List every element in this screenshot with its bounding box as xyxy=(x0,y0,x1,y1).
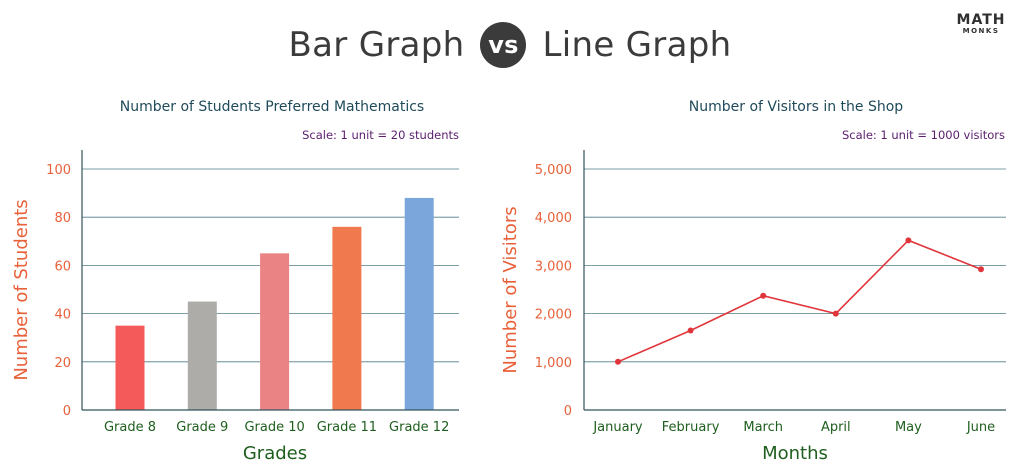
line-point xyxy=(687,327,694,334)
line-point xyxy=(905,237,912,244)
line-x-tick-label: January xyxy=(592,420,643,435)
line-x-tick-label: June xyxy=(966,420,995,435)
line-chart-y-ticks: 0 1,000 2,000 3,000 4,000 5,000 xyxy=(535,163,572,419)
bar-chart-bars xyxy=(115,197,434,410)
bar-y-tick-label: 80 xyxy=(54,211,71,226)
line-chart-x-axis-label: Months xyxy=(762,443,828,464)
line-y-tick-label: 0 xyxy=(564,404,572,419)
bar-chart-x-axis-label: Grades xyxy=(243,443,307,464)
line-chart-y-axis-label: Number of Visitors xyxy=(500,206,521,373)
vs-badge: vs xyxy=(480,22,527,68)
bar-chart-y-axis-label: Number of Students xyxy=(11,199,32,380)
bar-y-tick-label: 60 xyxy=(54,259,71,274)
line-x-tick-label: March xyxy=(743,420,783,435)
line-chart-title: Number of Visitors in the Shop xyxy=(689,99,903,115)
line-point xyxy=(760,292,767,299)
bar-x-tick-label: Grade 12 xyxy=(389,420,449,435)
bar xyxy=(332,226,362,410)
line-chart-x-ticks: January February March April May June xyxy=(592,420,995,435)
line-x-tick-label: April xyxy=(821,420,851,435)
bar-x-tick-label: Grade 10 xyxy=(244,420,304,435)
bar-y-tick-label: 20 xyxy=(54,356,71,371)
bar xyxy=(187,301,217,410)
line-chart-scale-note: Scale: 1 unit = 1000 visitors xyxy=(842,128,1005,142)
bar-x-tick-label: Grade 9 xyxy=(176,420,228,435)
line-chart-series xyxy=(615,237,984,365)
bar-y-tick-label: 100 xyxy=(46,163,71,178)
math-monks-logo: MATH MONKS xyxy=(952,12,1010,35)
bar-y-tick-label: 0 xyxy=(63,404,71,419)
line-y-tick-label: 1,000 xyxy=(535,356,572,371)
title-line-graph: Line Graph xyxy=(542,25,732,65)
bar-chart-x-ticks: Grade 8 Grade 9 Grade 10 Grade 11 Grade 12 xyxy=(104,420,449,435)
bar-y-tick-label: 40 xyxy=(54,308,71,323)
line-point xyxy=(832,310,839,317)
line-point xyxy=(978,266,984,273)
line-x-tick-label: February xyxy=(662,420,720,435)
bar-chart-scale-note: Scale: 1 unit = 20 students xyxy=(302,128,459,142)
title-bar-graph: Bar Graph xyxy=(288,25,465,65)
bar xyxy=(404,197,434,410)
bar-x-tick-label: Grade 8 xyxy=(104,420,156,435)
bar-chart-title: Number of Students Preferred Mathematics xyxy=(120,99,424,115)
line-y-tick-label: 2,000 xyxy=(535,308,572,323)
bar xyxy=(115,325,145,410)
page-title: Bar Graph vs Line Graph xyxy=(0,22,1020,68)
bar-x-tick-label: Grade 11 xyxy=(317,420,377,435)
logo-main-text: MATH xyxy=(956,12,1006,28)
line-x-tick-label: May xyxy=(895,420,922,435)
line-chart-gridlines xyxy=(584,168,1006,363)
line-series-path xyxy=(617,239,982,363)
line-y-tick-label: 3,000 xyxy=(535,259,572,274)
logo-sub-text: MONKS xyxy=(962,27,1000,35)
bar-chart-y-ticks: 0 20 40 60 80 100 xyxy=(46,163,71,419)
line-y-tick-label: 5,000 xyxy=(535,163,572,178)
line-y-tick-label: 4,000 xyxy=(535,211,572,226)
line-point xyxy=(615,358,621,365)
bar xyxy=(260,253,290,410)
